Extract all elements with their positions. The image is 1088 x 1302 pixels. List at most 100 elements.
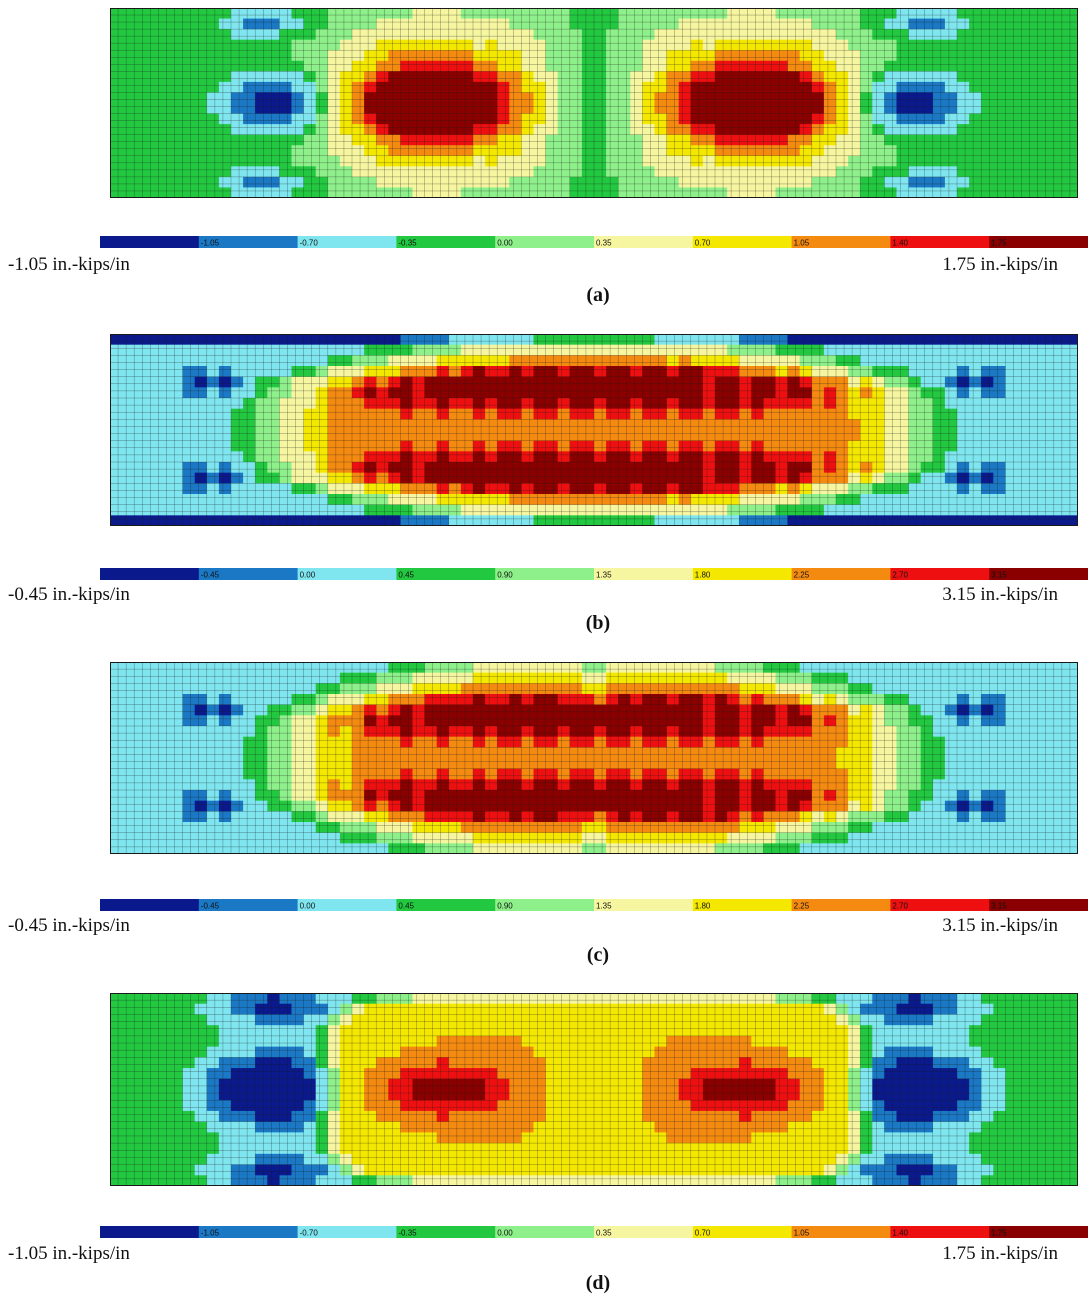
contour-cell bbox=[860, 832, 873, 844]
contour-cell bbox=[1005, 366, 1018, 378]
contour-cell bbox=[303, 145, 317, 157]
contour-cell bbox=[775, 1003, 788, 1015]
contour-cell bbox=[436, 451, 450, 463]
contour-cell bbox=[460, 462, 474, 474]
contour-cell bbox=[569, 736, 583, 748]
contour-cell bbox=[194, 71, 208, 83]
contour-cell bbox=[376, 1003, 389, 1015]
contour-cell bbox=[775, 472, 788, 484]
contour-cell bbox=[1053, 81, 1067, 93]
contour-cell bbox=[1065, 60, 1078, 72]
contour-cell bbox=[739, 451, 752, 463]
contour-cell bbox=[182, 462, 196, 474]
contour-cell bbox=[533, 366, 546, 378]
contour-cell bbox=[352, 472, 365, 484]
contour-cell bbox=[872, 472, 885, 484]
contour-cell bbox=[158, 398, 171, 410]
contour-cell bbox=[618, 515, 631, 526]
contour-cell bbox=[182, 344, 196, 356]
contour-cell bbox=[1029, 18, 1043, 30]
contour-cell bbox=[678, 419, 692, 431]
contour-cell bbox=[896, 187, 909, 198]
contour-cell bbox=[630, 736, 643, 748]
contour-cell bbox=[388, 800, 401, 812]
contour-cell bbox=[739, 155, 752, 167]
contour-cell bbox=[509, 1003, 522, 1015]
contour-cell bbox=[303, 408, 317, 420]
contour-cell bbox=[811, 376, 825, 388]
contour-cell bbox=[134, 18, 147, 30]
contour-cell bbox=[981, 440, 994, 452]
contour-cell bbox=[291, 419, 304, 431]
contour-cell bbox=[327, 747, 341, 759]
contour-cell bbox=[642, 50, 655, 62]
contour-cell bbox=[690, 843, 704, 854]
contour-cell bbox=[364, 60, 377, 72]
contour-cell bbox=[957, 344, 970, 356]
contour-cell bbox=[678, 758, 692, 770]
contour-cell bbox=[460, 758, 474, 770]
contour-cell bbox=[654, 18, 667, 30]
contour-cell bbox=[908, 451, 922, 463]
contour-cell bbox=[291, 515, 304, 526]
contour-cell bbox=[739, 672, 752, 684]
contour-cell bbox=[146, 92, 159, 104]
contour-cell bbox=[243, 376, 256, 388]
contour-cell bbox=[860, 81, 873, 93]
contour-cell bbox=[509, 155, 522, 167]
contour-cell bbox=[872, 60, 885, 72]
contour-cell bbox=[799, 451, 813, 463]
contour-cell bbox=[594, 145, 607, 157]
contour-cell bbox=[1041, 419, 1055, 431]
contour-cell bbox=[993, 832, 1006, 844]
contour-cell bbox=[654, 81, 667, 93]
contour-cell bbox=[569, 39, 583, 51]
contour-cell bbox=[279, 334, 292, 346]
contour-cell bbox=[255, 683, 268, 695]
contour-cell bbox=[654, 408, 667, 420]
contour-cell bbox=[485, 29, 498, 41]
contour-cell bbox=[509, 694, 522, 706]
contour-cell bbox=[763, 344, 776, 356]
contour-cell bbox=[836, 355, 849, 367]
contour-cell bbox=[327, 344, 341, 356]
contour-cell bbox=[1005, 71, 1018, 83]
contour-cell bbox=[279, 993, 292, 1005]
contour-cell bbox=[860, 715, 873, 727]
contour-cell bbox=[993, 187, 1006, 198]
contour-cell bbox=[182, 758, 196, 770]
contour-cell bbox=[1053, 683, 1067, 695]
contour-cell bbox=[521, 408, 534, 420]
contour-cell bbox=[243, 18, 256, 30]
contour-cell bbox=[1065, 113, 1078, 125]
contour-cell bbox=[206, 113, 220, 125]
contour-cell bbox=[497, 758, 510, 770]
contour-cell bbox=[823, 18, 837, 30]
contour-cell bbox=[860, 726, 873, 738]
contour-cell bbox=[412, 811, 425, 823]
contour-cell bbox=[751, 81, 764, 93]
contour-cell bbox=[920, 662, 934, 674]
contour-cell bbox=[352, 387, 365, 399]
contour-cell bbox=[775, 672, 788, 684]
contour-cell bbox=[485, 408, 498, 420]
contour-cell bbox=[400, 451, 413, 463]
contour-cell bbox=[1029, 683, 1043, 695]
contour-cell bbox=[1029, 822, 1043, 834]
contour-cell bbox=[944, 81, 958, 93]
contour-cell bbox=[654, 811, 667, 823]
contour-cell bbox=[969, 726, 982, 738]
contour-cell bbox=[1053, 398, 1067, 410]
contour-cell bbox=[678, 504, 692, 516]
contour-cell bbox=[255, 187, 268, 198]
contour-cell bbox=[158, 103, 171, 114]
contour-cell bbox=[690, 145, 704, 157]
contour-cell bbox=[1065, 92, 1078, 104]
contour-cell bbox=[884, 187, 897, 198]
contour-cell bbox=[811, 822, 825, 834]
contour-cell bbox=[170, 515, 183, 526]
contour-cell bbox=[303, 60, 317, 72]
contour-cell bbox=[122, 387, 135, 399]
contour-cell bbox=[545, 768, 559, 780]
contour-cell bbox=[884, 387, 897, 399]
